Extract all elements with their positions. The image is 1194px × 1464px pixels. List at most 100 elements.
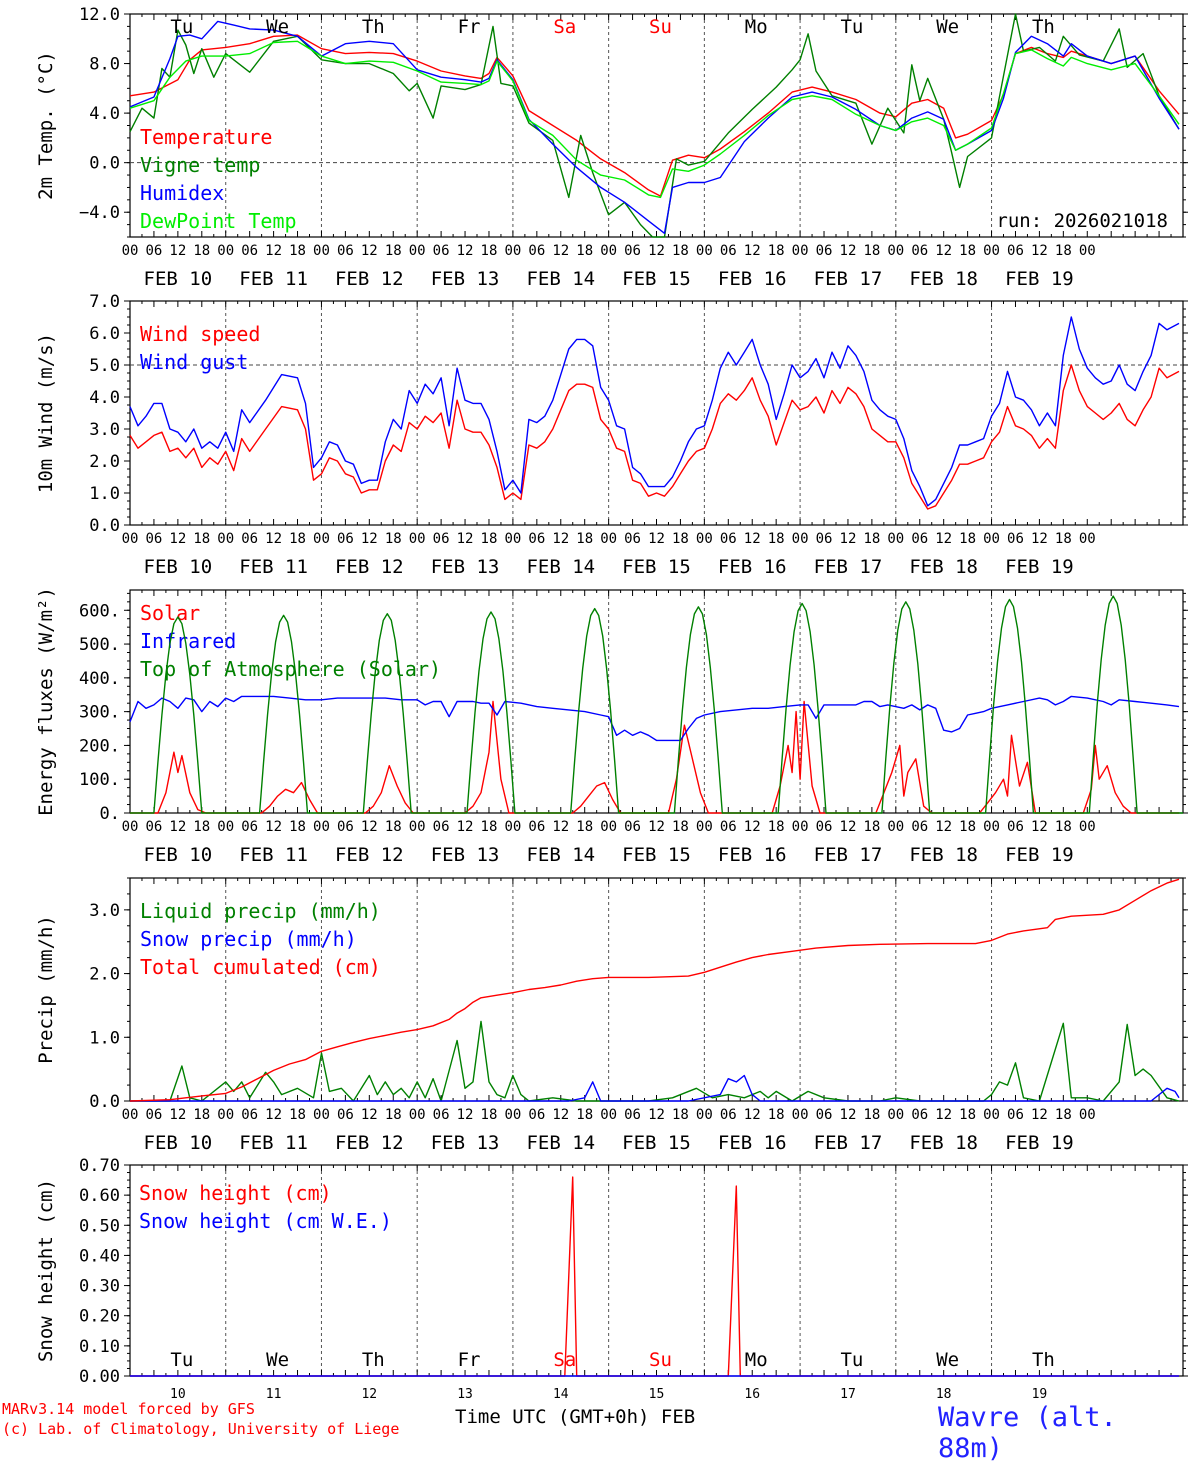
temp-x-hour-label: 12	[457, 243, 474, 259]
temp-x-hour-label: 12	[840, 243, 857, 259]
precip-x-hour-label: 06	[528, 1107, 545, 1123]
flux-x-hour-label: 06	[720, 819, 737, 835]
wind-x-hour-label: 06	[1007, 531, 1024, 547]
wind-x-date-label: FEB 19	[1005, 556, 1074, 578]
temp-legend-0: Temperature	[140, 125, 272, 149]
wind-x-hour-label: 12	[265, 531, 282, 547]
temp-x-hour-label: 00	[887, 243, 904, 259]
flux-legend-1: Infrared	[140, 629, 236, 653]
wind-x-hour-label: 18	[672, 531, 689, 547]
snow-y-tick-label: 0.40	[79, 1246, 120, 1266]
wind-x-hour-label: 18	[385, 531, 402, 547]
precip-y-tick-label: 3.0	[89, 901, 120, 921]
flux-series-2-line	[130, 595, 1183, 814]
wind-x-date-label: FEB 18	[909, 556, 978, 578]
precip-x-hour-label: 00	[504, 1107, 521, 1123]
wind-y-tick-label: 1.0	[89, 484, 120, 504]
temp-x-hour-label: 12	[169, 243, 186, 259]
temp-x-hour-label: 00	[600, 243, 617, 259]
precip-x-date-label: FEB 18	[909, 1132, 978, 1154]
flux-y-tick-label: 100.	[79, 770, 120, 790]
temp-day-name: Sa	[553, 16, 576, 38]
x-axis-title: Time UTC (GMT+0h) FEB	[455, 1406, 695, 1428]
precip-x-hour-label: 18	[959, 1107, 976, 1123]
temp-y-tick-label: 4.0	[89, 104, 120, 124]
wind-x-hour-label: 12	[744, 531, 761, 547]
temp-x-hour-label: 12	[361, 243, 378, 259]
wind-x-hour-label: 18	[289, 531, 306, 547]
temp-x-hour-label: 06	[1007, 243, 1024, 259]
precip-x-hour-label: 06	[241, 1107, 258, 1123]
x-axis-month: FEB	[660, 1406, 696, 1428]
wind-x-hour-label: 12	[457, 531, 474, 547]
flux-x-hour-label: 00	[409, 819, 426, 835]
precip-x-hour-label: 18	[576, 1107, 593, 1123]
wind-x-hour-label: 06	[528, 531, 545, 547]
wind-y-tick-label: 2.0	[89, 452, 120, 472]
temp-x-hour-label: 06	[528, 243, 545, 259]
flux-x-hour-label: 06	[624, 819, 641, 835]
precip-x-hour-label: 18	[289, 1107, 306, 1123]
precip-x-hour-label: 18	[768, 1107, 785, 1123]
wind-x-hour-label: 00	[313, 531, 330, 547]
x-axis-label: Time UTC (GMT+0h)	[455, 1406, 650, 1428]
snow-y-tick-label: 0.20	[79, 1307, 120, 1327]
flux-y-tick-label: 0.	[100, 804, 120, 824]
temp-x-hour-label: 06	[816, 243, 833, 259]
precip-x-date-label: FEB 10	[144, 1132, 213, 1154]
wind-x-hour-label: 06	[241, 531, 258, 547]
flux-x-hour-label: 00	[600, 819, 617, 835]
wind-x-hour-label: 06	[624, 531, 641, 547]
flux-x-date-label: FEB 15	[622, 844, 691, 866]
precip-x-date-label: FEB 11	[239, 1132, 308, 1154]
wind-x-hour-label: 12	[552, 531, 569, 547]
flux-x-date-label: FEB 18	[909, 844, 978, 866]
snow-y-tick-label: 0.00	[79, 1367, 120, 1387]
temp-day-name: Th	[1032, 16, 1055, 38]
flux-x-hour-label: 12	[840, 819, 857, 835]
temp-x-hour-label: 06	[433, 243, 450, 259]
station-name: Wavre (alt. 88m)	[938, 1402, 1117, 1464]
flux-x-hour-label: 06	[241, 819, 258, 835]
flux-x-date-label: FEB 11	[239, 844, 308, 866]
precip-series-2-line	[129, 878, 1180, 1102]
precip-series-0-line	[130, 1020, 1180, 1102]
precip-x-date-label: FEB 16	[718, 1132, 787, 1154]
precip-x-hour-label: 12	[935, 1107, 952, 1123]
snow-legend-1: Snow height (cm W.E.)	[139, 1209, 392, 1233]
wind-x-date-label: FEB 17	[814, 556, 883, 578]
snow-day-name: Mo	[745, 1349, 768, 1371]
flux-x-hour-label: 18	[1055, 819, 1072, 835]
wind-x-hour-label: 18	[1055, 531, 1072, 547]
temp-day-name: Tu	[840, 16, 863, 38]
precip-legend-2: Total cumulated (cm)	[140, 955, 381, 979]
flux-x-hour-label: 06	[911, 819, 928, 835]
wind-legend-1: Wind gust	[140, 350, 248, 374]
wind-x-hour-label: 00	[1079, 531, 1096, 547]
wind-x-hour-label: 18	[576, 531, 593, 547]
flux-x-date-label: FEB 13	[431, 844, 500, 866]
snow-day-name: Th	[1032, 1349, 1055, 1371]
flux-x-date-label: FEB 19	[1005, 844, 1074, 866]
wind-y-tick-label: 4.0	[89, 388, 120, 408]
precip-x-date-label: FEB 17	[814, 1132, 883, 1154]
precip-x-hour-label: 00	[983, 1107, 1000, 1123]
precip-x-hour-label: 00	[217, 1107, 234, 1123]
flux-series-1-line	[129, 695, 1180, 742]
flux-x-hour-label: 06	[337, 819, 354, 835]
snow-y-tick-label: 0.50	[79, 1216, 120, 1236]
temp-x-hour-label: 06	[720, 243, 737, 259]
snow-day-name: Tu	[840, 1349, 863, 1371]
flux-x-hour-label: 18	[768, 819, 785, 835]
wind-x-hour-label: 06	[146, 531, 163, 547]
flux-x-hour-label: 00	[217, 819, 234, 835]
wind-series-1-line	[129, 316, 1180, 507]
wind-y-tick-label: 5.0	[89, 356, 120, 376]
precip-x-date-label: FEB 15	[622, 1132, 691, 1154]
bottom-day-number: 18	[936, 1387, 952, 1402]
precip-x-hour-label: 00	[313, 1107, 330, 1123]
flux-x-hour-label: 00	[792, 819, 809, 835]
wind-x-hour-label: 06	[337, 531, 354, 547]
flux-x-date-label: FEB 10	[144, 844, 213, 866]
precip-x-hour-label: 06	[433, 1107, 450, 1123]
